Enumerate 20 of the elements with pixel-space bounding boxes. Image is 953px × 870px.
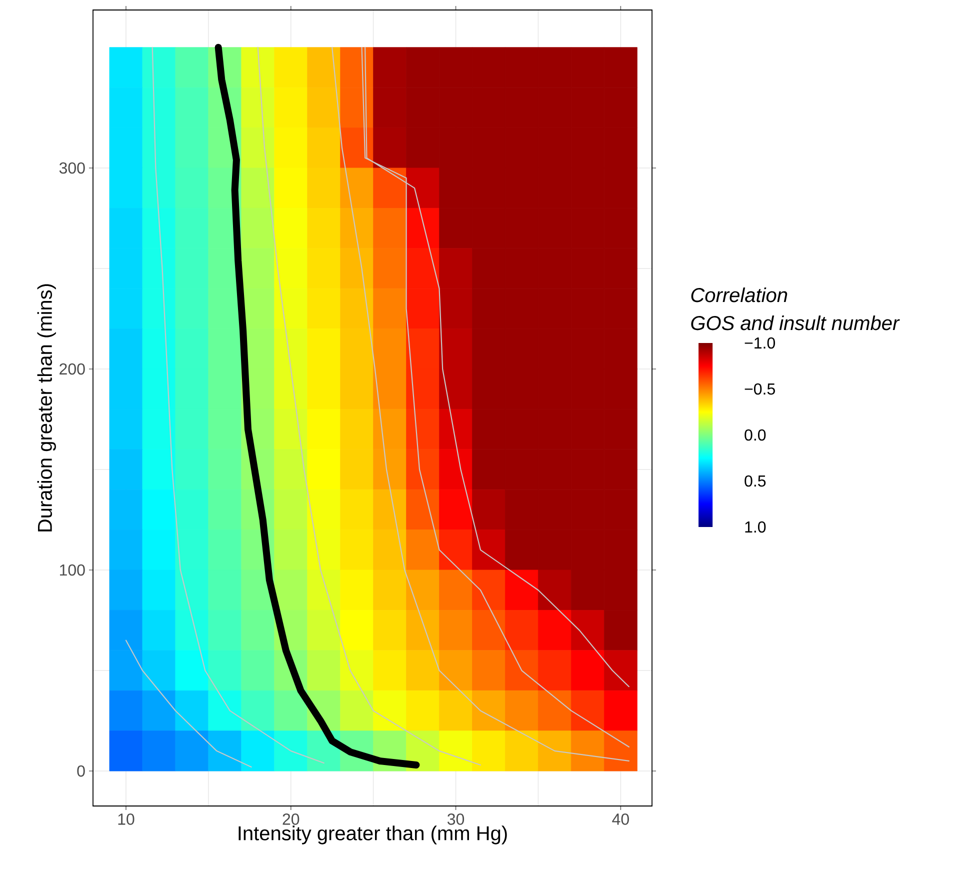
y-tick-label: 300: [59, 162, 85, 174]
color-bar-label: 0.5: [744, 475, 766, 487]
x-tick-label: 40: [612, 814, 629, 825]
x-axis-title: Intensity greater than (mm Hg): [238, 826, 507, 844]
line-series: [152, 46, 324, 764]
color-bar-label: 1.0: [745, 521, 766, 533]
color-bar-label: 0.0: [744, 429, 766, 441]
x-tick-label: 30: [447, 814, 464, 825]
color-bar-label: −1.0: [744, 337, 775, 349]
line-series: [257, 46, 482, 766]
x-tick-label: 10: [118, 814, 134, 825]
color-bar-title: GOS and insult number: [691, 315, 900, 330]
x-tick-label: 20: [282, 814, 300, 825]
y-axis-title: Duration greater than (mins): [37, 284, 56, 532]
y-tick-label: 100: [60, 564, 85, 576]
color-bar-label: −0.5: [744, 383, 775, 395]
legend-title: Correlation: [691, 287, 788, 302]
y-tick-label: 200: [60, 363, 85, 375]
line-series: [125, 640, 252, 768]
y-tick-label: 0: [77, 765, 85, 777]
